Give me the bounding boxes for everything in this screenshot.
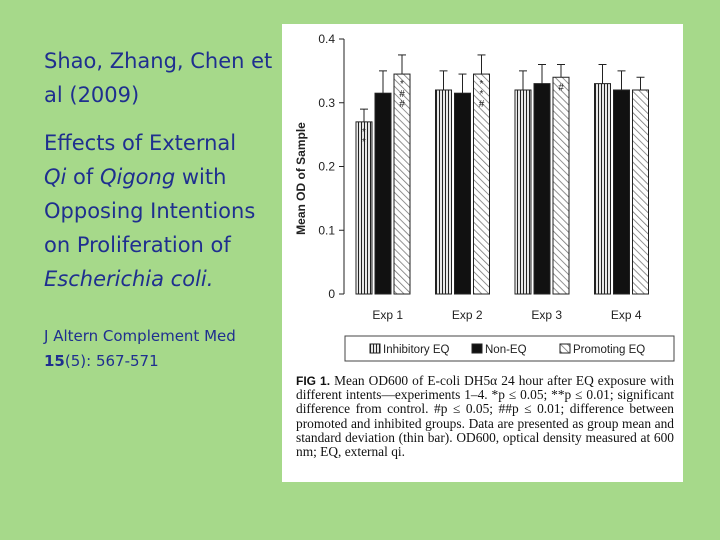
bar [632,89,649,295]
y-tick-label: 0.1 [318,223,335,237]
y-tick-label: 0 [328,287,335,301]
bar [552,76,570,295]
significance-mark: * [480,79,484,90]
caption-label: FIG 1. [296,374,331,388]
significance-mark: # [399,99,405,110]
title-part-2: Opposing Intentions on Proliferation of [44,199,256,257]
title-of: of [66,165,100,189]
x-tick-label: Exp 1 [372,308,403,322]
bar [435,89,452,295]
y-tick-label: 0.3 [318,96,335,110]
title-qi: Qi [44,165,67,189]
bar [594,83,611,295]
significance-mark: * [362,127,366,138]
citation-journal: J Altern Complement Med [44,327,236,345]
x-tick-label: Exp 2 [452,308,483,322]
significance-mark: * [480,89,484,100]
figure-caption: FIG 1. Mean OD600 of E-coli DH5α 24 hour… [296,373,674,460]
citation-pages: (5): 567-571 [64,352,159,370]
legend-box [344,335,675,362]
bar [514,89,532,295]
bar [454,92,471,295]
significance-mark: # [558,82,564,93]
title-qigong: Qigong [99,165,176,189]
slide-authors: Shao, Zhang, Chen et al (2009) [44,49,273,107]
y-tick-label: 0.4 [318,32,335,46]
significance-mark: * [400,79,404,90]
title-species: Escherichia coli. [44,267,214,291]
x-tick-label: Exp 3 [531,308,562,322]
legend-swatch [369,343,381,354]
legend-swatch [471,343,483,354]
bar [613,89,630,295]
title-part-1: Effects of External [44,131,237,155]
legend-label: Inhibitory EQ [383,344,450,356]
y-tick-label: 0.2 [318,160,335,174]
caption-text: Mean OD600 of E-coli DH5α 24 hour after … [296,373,674,460]
citation: J Altern Complement Med 15(5): 567-571 [44,324,274,374]
title-with: with [175,165,227,189]
legend-label: Promoting EQ [573,344,645,356]
x-tick-label: Exp 4 [611,308,642,322]
figure-panel: 0 0.1 0.2 0.3 0.4 Mean OD of Sample * * * # # Exp … [282,24,683,482]
citation-volume: 15 [44,352,65,370]
bar [533,83,551,295]
significance-mark: * [362,137,366,148]
legend-label: Non-EQ [485,344,527,356]
y-axis-label: Mean OD of Sample [294,122,308,235]
significance-mark: # [399,89,405,100]
slide-text: Shao, Zhang, Chen et al (2009) Effects o… [44,44,274,374]
slide-title: Effects of External Qi of Qigong with Oppo… [44,126,274,296]
bar [374,92,392,295]
significance-mark: # [479,99,485,110]
legend-swatch [559,343,571,354]
